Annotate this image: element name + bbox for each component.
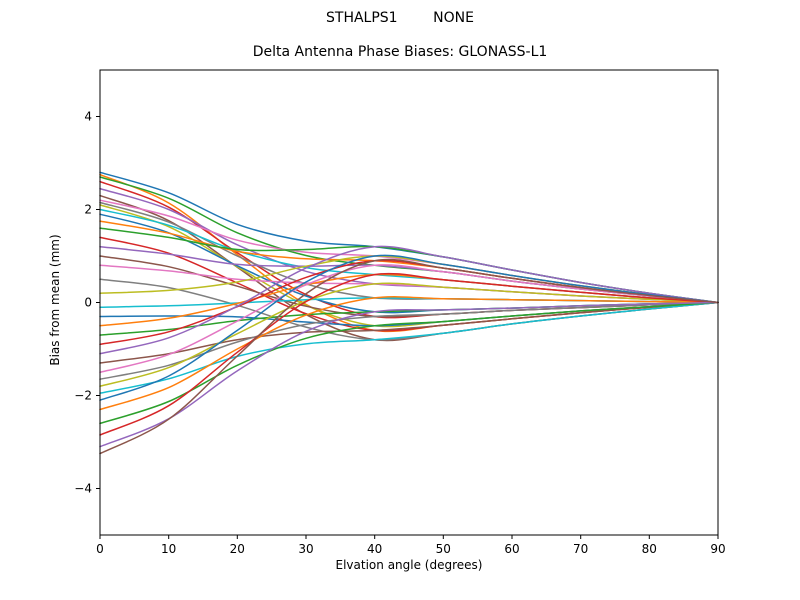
- x-tick-label: 60: [504, 542, 519, 556]
- series-line: [99, 301, 719, 364]
- y-tick-label: −2: [74, 389, 92, 403]
- x-tick-label: 90: [710, 542, 725, 556]
- series-line: [99, 272, 719, 436]
- series-line: [99, 254, 719, 401]
- figure-suptitle: STHALPS1 NONE: [326, 10, 474, 26]
- y-tick-label: 0: [84, 296, 92, 310]
- x-axis-label: Elvation angle (degrees): [335, 558, 483, 572]
- series-line: [99, 245, 719, 355]
- series-line: [99, 264, 719, 374]
- y-tick-label: −4: [74, 482, 92, 496]
- x-tick-label: 80: [642, 542, 657, 556]
- series-line: [99, 301, 719, 394]
- series-line: [99, 282, 719, 387]
- x-tick-label: 30: [298, 542, 313, 556]
- series-line: [99, 301, 719, 448]
- y-tick-label: 4: [84, 110, 92, 124]
- x-tick-label: 20: [230, 542, 245, 556]
- series-line: [99, 258, 719, 455]
- x-tick-label: 70: [573, 542, 588, 556]
- plot-title: Delta Antenna Phase Biases: GLONASS-L1: [252, 44, 548, 60]
- x-tick-label: 0: [96, 542, 104, 556]
- x-tick-label: 10: [161, 542, 176, 556]
- series-line: [99, 171, 719, 304]
- y-tick-label: 2: [84, 203, 92, 217]
- series-line: [99, 296, 719, 411]
- series-line: [99, 273, 719, 327]
- x-tick-label: 50: [436, 542, 451, 556]
- series-line: [99, 301, 719, 425]
- axes-border: [99, 69, 719, 536]
- x-tick-label: 40: [367, 542, 382, 556]
